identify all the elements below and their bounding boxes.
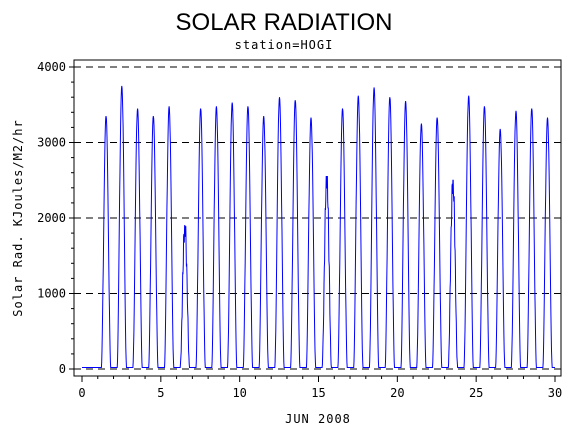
y-axis: 0 1000 2000 3000 4000 bbox=[37, 60, 74, 376]
x-tick-label: 25 bbox=[469, 386, 483, 400]
x-axis: 0 5 10 15 20 25 30 bbox=[78, 376, 562, 400]
series-line bbox=[82, 85, 555, 368]
x-tick-label: 30 bbox=[548, 386, 562, 400]
chart-subtitle: station=HOGI bbox=[235, 38, 334, 52]
chart-title: SOLAR RADIATION bbox=[176, 9, 393, 36]
y-tick-label: 2000 bbox=[37, 211, 66, 225]
y-tick-label: 1000 bbox=[37, 287, 66, 301]
y-axis-label: Solar Rad. KJoules/M2/hr bbox=[11, 119, 25, 316]
x-tick-label: 0 bbox=[78, 386, 85, 400]
x-tick-label: 10 bbox=[232, 386, 246, 400]
grid-lines bbox=[74, 66, 561, 370]
y-tick-label: 0 bbox=[59, 362, 66, 376]
x-axis-label: JUN 2008 bbox=[285, 412, 351, 426]
series-layer bbox=[82, 85, 555, 368]
y-tick-label: 3000 bbox=[37, 136, 66, 150]
x-tick-label: 15 bbox=[311, 386, 325, 400]
x-tick-label: 20 bbox=[390, 386, 404, 400]
x-tick-label: 5 bbox=[157, 386, 164, 400]
y-tick-label: 4000 bbox=[37, 60, 66, 74]
